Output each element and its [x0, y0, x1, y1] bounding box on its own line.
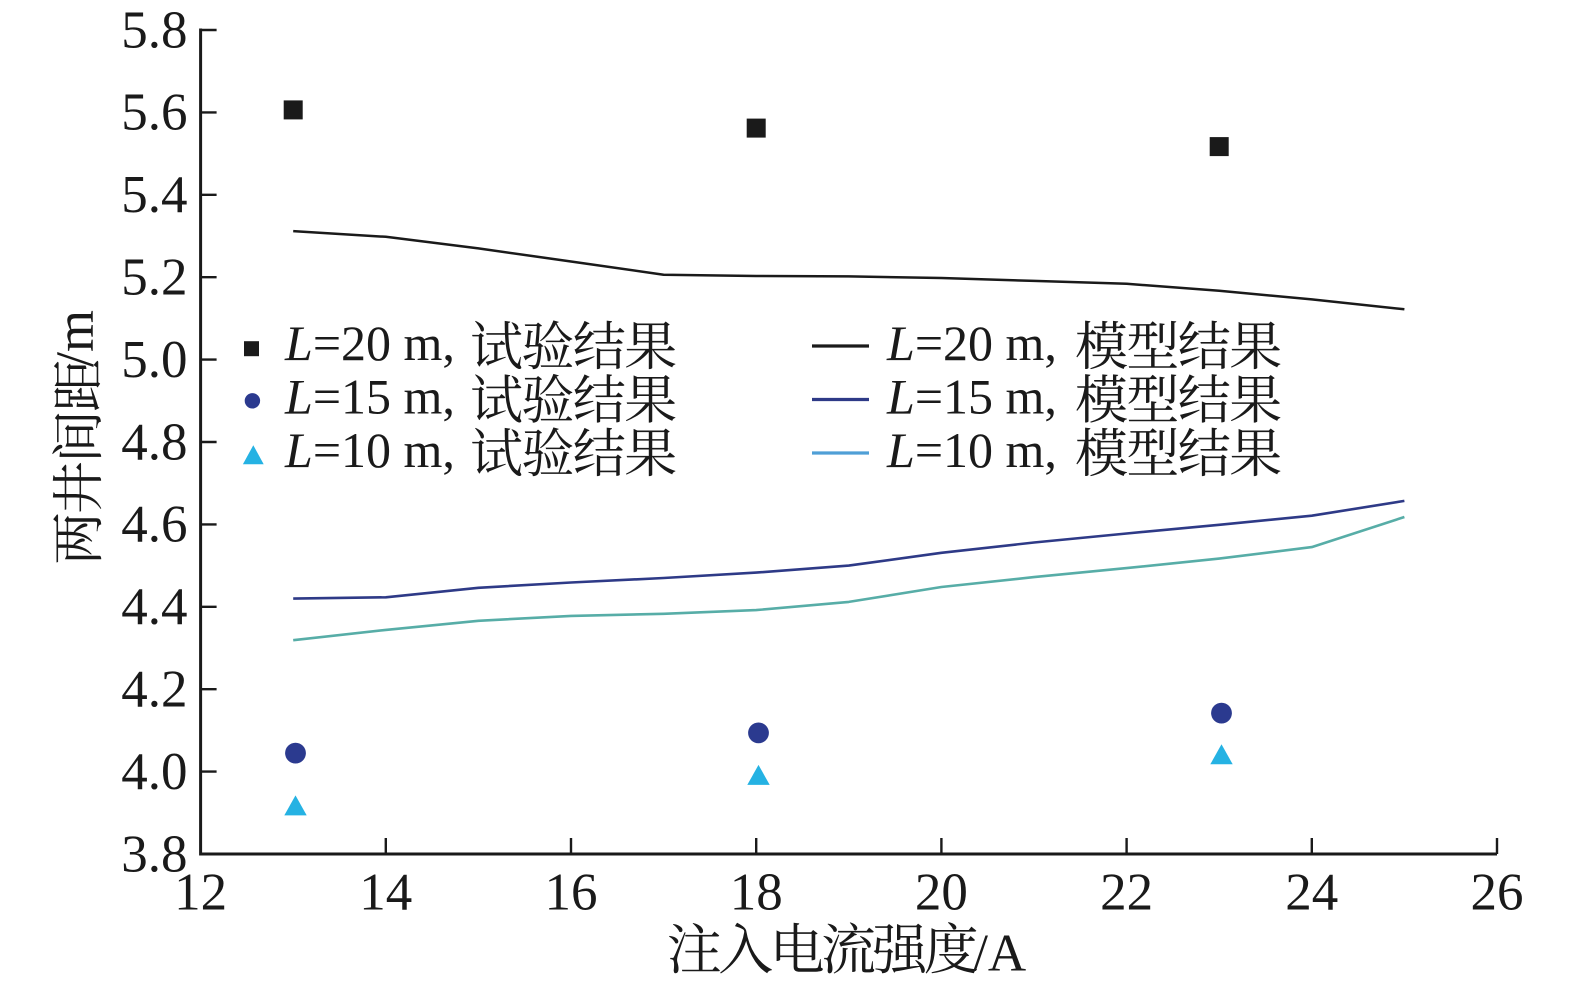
svg-text:5.8: 5.8: [121, 1, 187, 59]
svg-text:4.4: 4.4: [121, 578, 187, 636]
svg-text:L=20 m,: L=20 m,: [284, 315, 455, 371]
svg-text:4.2: 4.2: [121, 661, 187, 719]
svg-text:12: 12: [174, 864, 227, 922]
svg-text:4.8: 4.8: [121, 413, 187, 471]
svg-text:22: 22: [1100, 864, 1153, 922]
svg-text:5.2: 5.2: [121, 249, 187, 307]
svg-text:4.6: 4.6: [121, 496, 187, 554]
svg-text:L=20 m,: L=20 m,: [886, 315, 1057, 371]
svg-text:3.8: 3.8: [121, 825, 187, 883]
svg-text:5.0: 5.0: [121, 331, 187, 389]
svg-text:/m: /m: [45, 310, 105, 367]
svg-text:24: 24: [1285, 864, 1338, 922]
svg-text:L=15 m,: L=15 m,: [886, 369, 1057, 425]
svg-text:16: 16: [545, 864, 598, 922]
svg-text:18: 18: [730, 864, 783, 922]
svg-text:26: 26: [1471, 864, 1524, 922]
svg-text:4.0: 4.0: [121, 743, 187, 801]
svg-text:L=10 m,: L=10 m,: [284, 422, 455, 478]
svg-text:L=10 m,: L=10 m,: [886, 422, 1057, 478]
svg-text:20: 20: [915, 864, 968, 922]
svg-text:5.4: 5.4: [121, 166, 187, 224]
svg-text:/A: /A: [973, 925, 1026, 983]
svg-text:L=15 m,: L=15 m,: [284, 369, 455, 425]
svg-text:14: 14: [359, 864, 412, 922]
svg-text:5.6: 5.6: [121, 84, 187, 142]
